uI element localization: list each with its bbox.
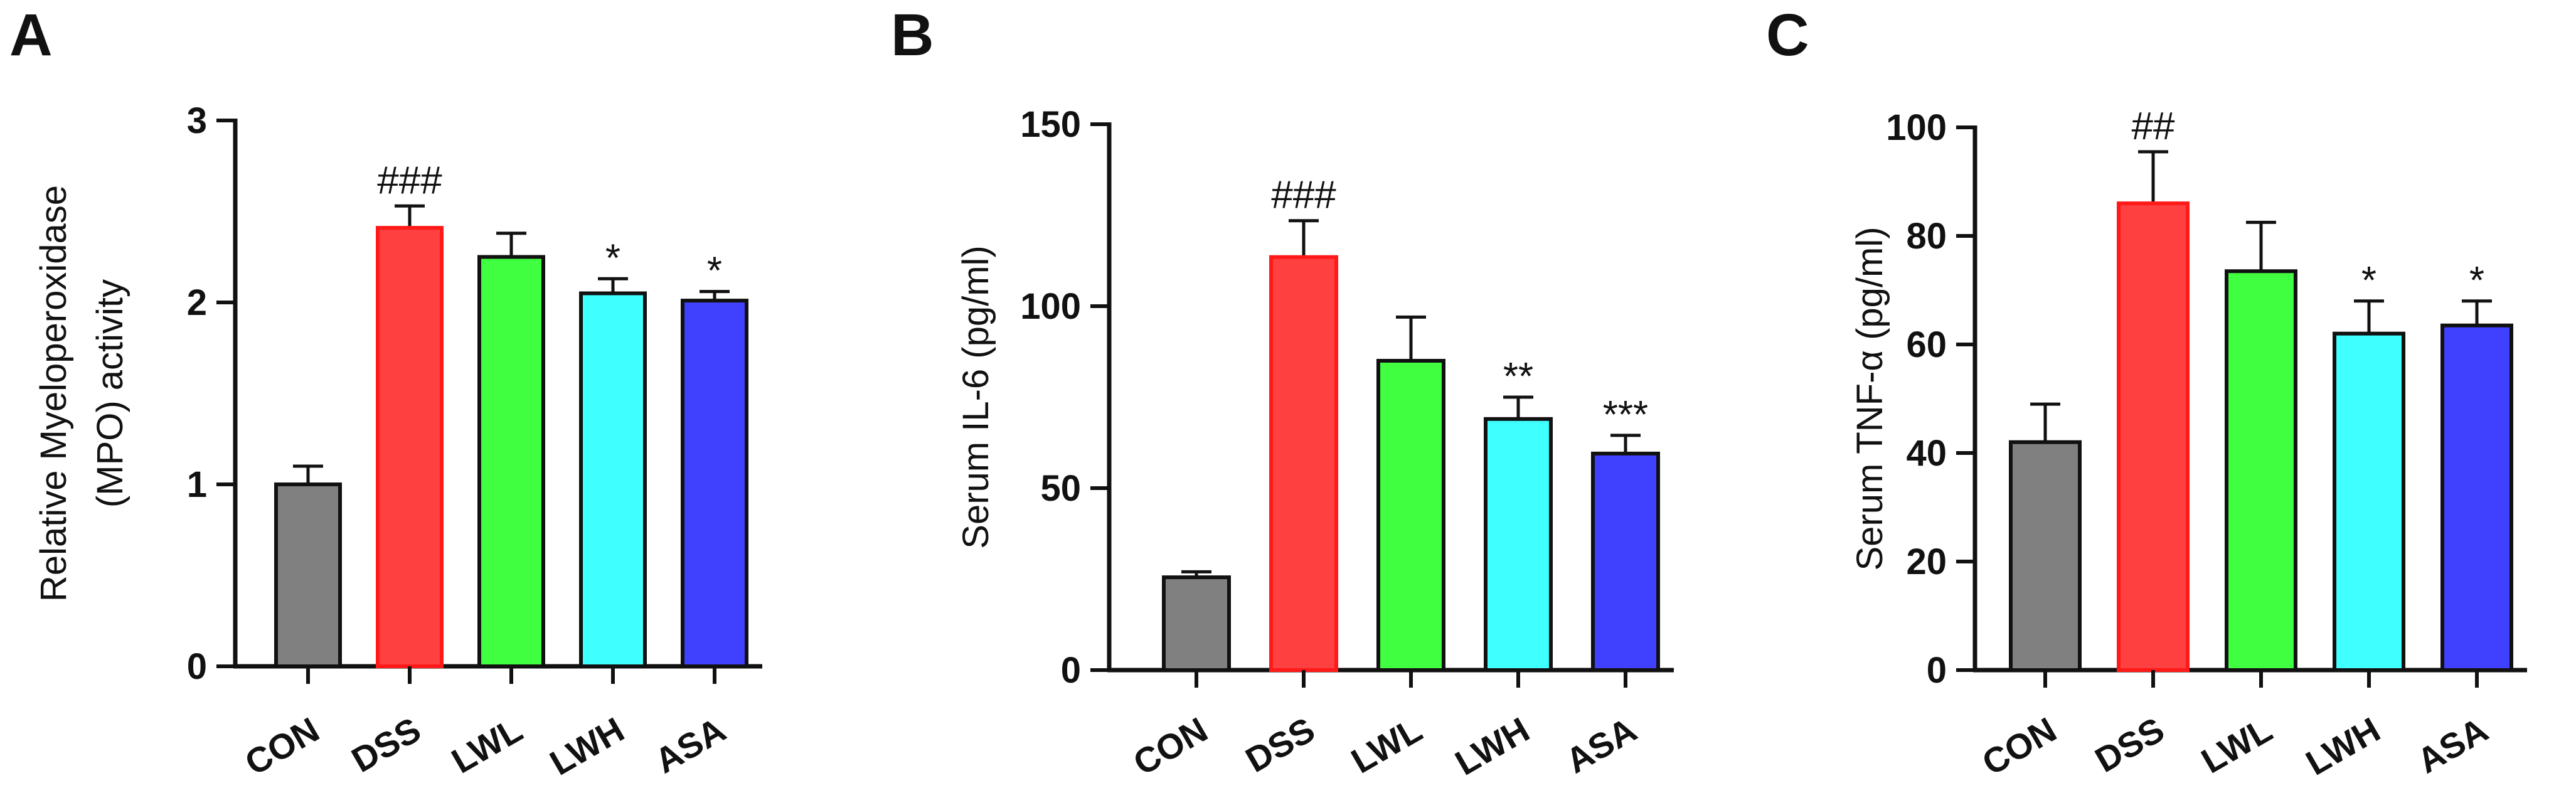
x-tick-label-lwl: LWL: [2195, 710, 2279, 781]
x-tick-label-lwh: LWH: [2299, 710, 2387, 783]
x-tick-label-con: CON: [1127, 710, 1214, 783]
y-axis-title: Relative Myeloperoxidase: [33, 185, 74, 602]
y-tick-label: 1: [187, 464, 207, 505]
bar-con: [1162, 575, 1231, 672]
significance-label: *: [2361, 259, 2376, 302]
y-tick-label: 60: [1906, 324, 1947, 365]
y-tick-label: 0: [1927, 650, 1947, 691]
x-tick-label-lwh: LWH: [1449, 710, 1536, 783]
significance-label: ##: [2132, 105, 2175, 148]
y-axis-title: (MPO) activity: [90, 279, 130, 508]
bar-lwl: [1376, 359, 1445, 672]
panel-letter: C: [1766, 2, 1809, 68]
x-tick-label-lwh: LWH: [543, 710, 631, 783]
y-tick-label: 100: [1020, 286, 1081, 327]
bar-lwh: [1484, 417, 1553, 672]
y-axis-title: Serum IL-6 (pg/ml): [955, 245, 996, 548]
bar-dss: [1269, 255, 1338, 672]
y-axis-title: Serum TNF-α (pg/ml): [1850, 226, 1890, 570]
x-tick-label-asa: ASA: [1559, 710, 1643, 781]
bar-dss: [2117, 201, 2190, 673]
y-tick-label: 3: [187, 100, 207, 141]
significance-label: ###: [1271, 174, 1336, 217]
x-tick-label-dss: DSS: [1239, 710, 1321, 780]
x-tick-label-lwl: LWL: [445, 710, 529, 781]
significance-label: *: [605, 237, 620, 280]
bar-asa: [1591, 451, 1660, 673]
chart-panel-c: C Serum TNF-α (pg/ml) 0 20 40 60 80 100 CON ## DSS…: [1766, 2, 2527, 783]
chart-panel-a: A Relative Myeloperoxidase (MPO) activity 0…: [9, 2, 762, 783]
chart-panel-b: B Serum IL-6 (pg/ml) 0 50 100 150 CON ### DSS LWL…: [891, 2, 1674, 783]
significance-label: *: [2469, 259, 2484, 302]
significance-label: **: [1503, 355, 1533, 398]
x-tick-label-lwl: LWL: [1344, 710, 1429, 781]
x-tick-label-asa: ASA: [648, 710, 732, 781]
x-tick-label-dss: DSS: [345, 710, 427, 780]
x-tick-label-dss: DSS: [2089, 710, 2171, 780]
y-tick-label: 100: [1886, 107, 1947, 148]
y-tick-label: 150: [1020, 104, 1081, 145]
significance-label: ***: [1603, 393, 1648, 437]
panel-letter: A: [9, 2, 53, 68]
y-tick-label: 0: [187, 646, 207, 687]
significance-label: ###: [377, 159, 442, 202]
bar-asa: [681, 299, 748, 669]
bar-lwh: [2333, 331, 2405, 672]
x-tick-label-asa: ASA: [2410, 710, 2494, 781]
y-tick-label: 20: [1906, 541, 1947, 582]
y-tick-label: 0: [1061, 650, 1081, 691]
x-tick-label-con: CON: [238, 710, 326, 783]
panel-letter: B: [891, 2, 934, 68]
y-tick-label: 2: [187, 282, 207, 323]
bar-lwl: [477, 255, 545, 668]
bar-con: [274, 482, 342, 668]
y-tick-label: 50: [1040, 468, 1081, 509]
x-tick-label-con: CON: [1976, 710, 2063, 783]
y-tick-label: 40: [1906, 433, 1947, 474]
bar-dss: [376, 226, 444, 669]
bar-lwh: [579, 291, 647, 668]
bar-con: [2009, 440, 2082, 672]
bar-asa: [2440, 323, 2513, 672]
significance-label: *: [707, 250, 722, 293]
y-tick-label: 80: [1906, 216, 1947, 257]
bar-lwl: [2225, 269, 2297, 673]
